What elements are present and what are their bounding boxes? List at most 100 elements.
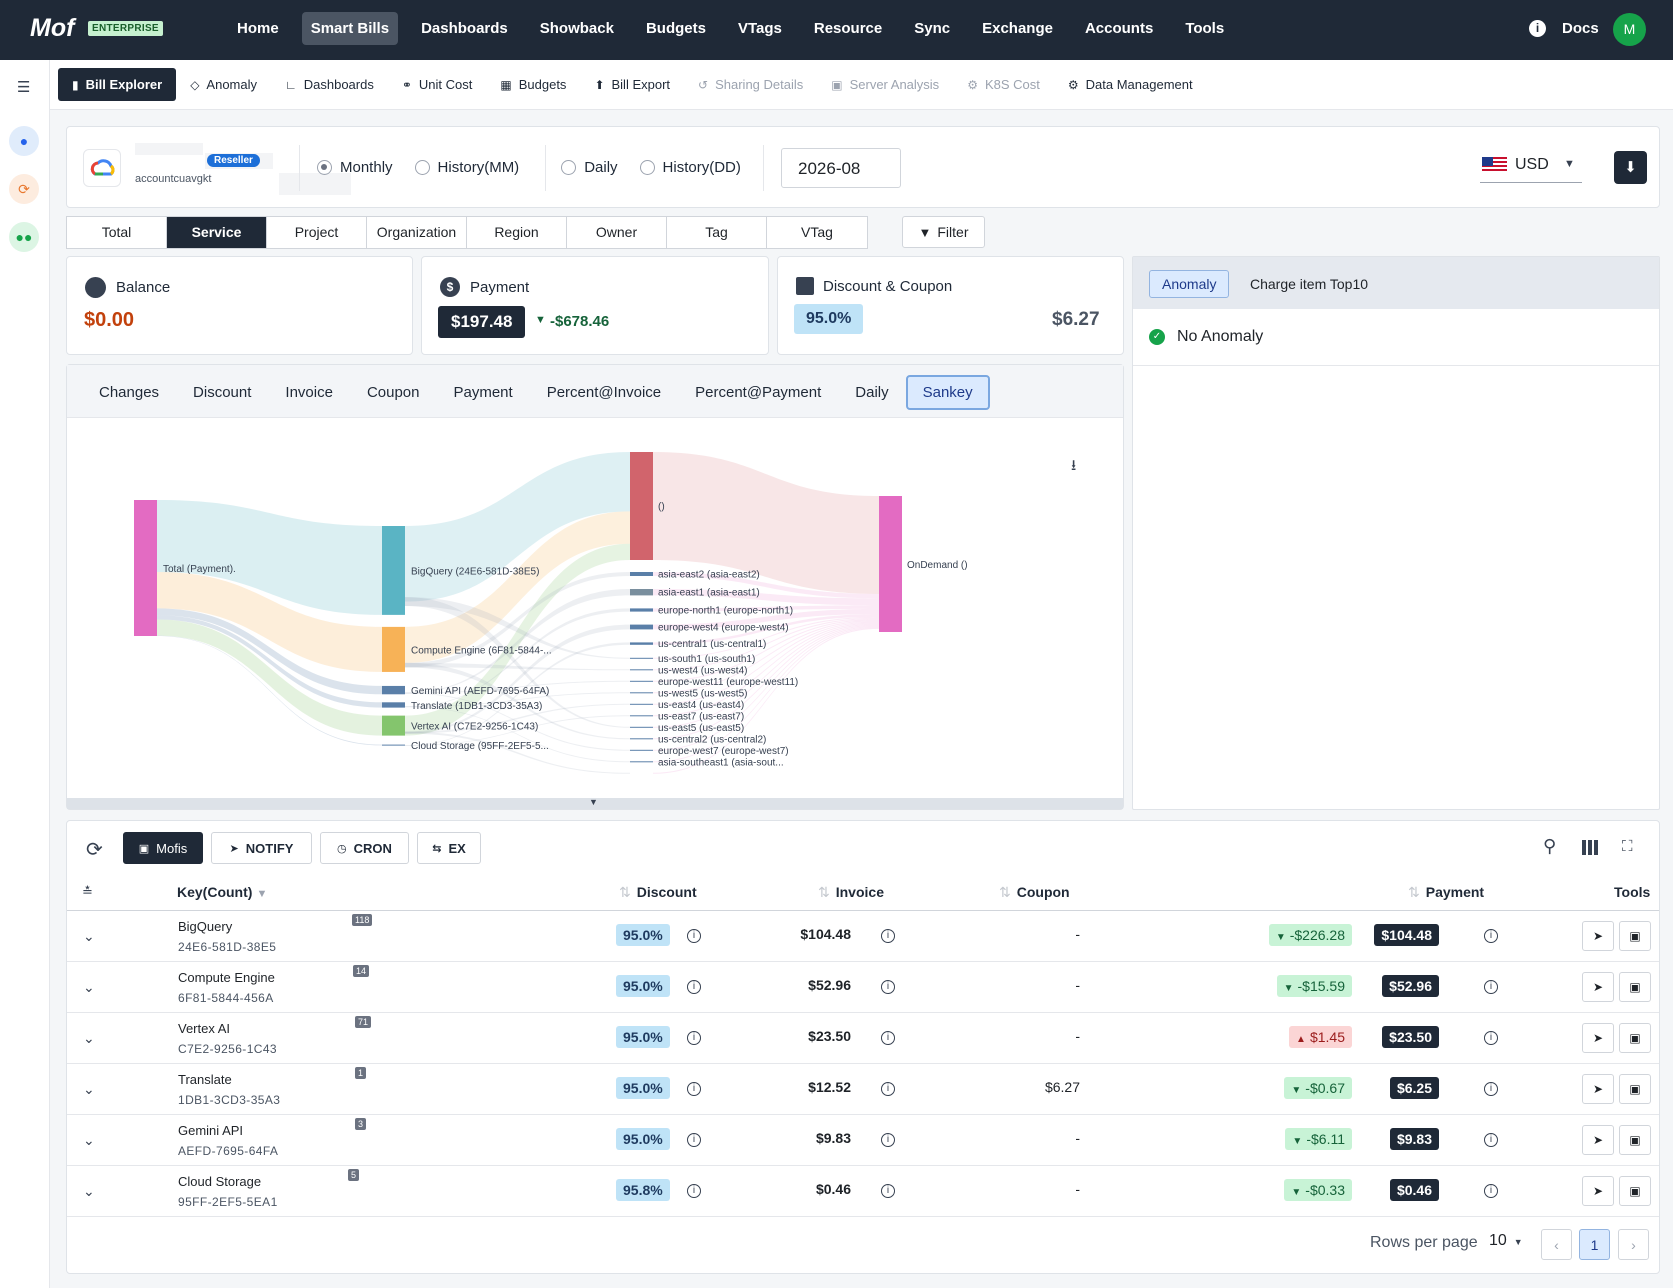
chart-tab-payment[interactable]: Payment bbox=[453, 384, 513, 401]
info-icon[interactable]: i bbox=[1484, 980, 1498, 994]
chevron-down-icon[interactable]: ⌄ bbox=[83, 979, 95, 995]
nav-smart-bills[interactable]: Smart Bills bbox=[301, 12, 399, 45]
nav-showback[interactable]: Showback bbox=[539, 20, 614, 37]
nav-vtags[interactable]: VTags bbox=[737, 20, 782, 37]
header-key[interactable]: Key(Count) ▼ bbox=[177, 884, 268, 900]
chart-tab-daily[interactable]: Daily bbox=[855, 384, 889, 401]
info-icon[interactable]: i bbox=[1484, 1184, 1498, 1198]
mofis-row-button[interactable]: ▣ bbox=[1619, 1176, 1651, 1206]
search-icon[interactable]: ⚲ bbox=[1543, 836, 1557, 856]
tab-total[interactable]: Total bbox=[67, 217, 167, 248]
table-row[interactable]: ⌄ Compute Engine 14 6F81-5844-456A 95.0% i $52… bbox=[67, 962, 1659, 1013]
notify-row-button[interactable]: ➤ bbox=[1582, 1125, 1614, 1155]
info-icon[interactable]: i bbox=[687, 1031, 701, 1045]
tab-region[interactable]: Region bbox=[467, 217, 567, 248]
month-input[interactable]: 2026-08 bbox=[781, 148, 901, 188]
chevron-down-icon[interactable]: ⌄ bbox=[83, 1132, 95, 1148]
logo[interactable]: Mof bbox=[30, 14, 75, 42]
refresh-icon[interactable]: ⟳ bbox=[86, 839, 103, 861]
nav-accounts[interactable]: Accounts bbox=[1084, 20, 1154, 37]
subnav-anomaly[interactable]: ◇ Anomaly bbox=[176, 68, 271, 101]
tab-charge-item-top10[interactable]: Charge item Top10 bbox=[1250, 276, 1369, 292]
notify-row-button[interactable]: ➤ bbox=[1582, 921, 1614, 951]
mofis-row-button[interactable]: ▣ bbox=[1619, 921, 1651, 951]
nav-home[interactable]: Home bbox=[237, 20, 279, 37]
tab-vtag[interactable]: VTag bbox=[801, 224, 833, 240]
chart-tab-discount[interactable]: Discount bbox=[193, 384, 252, 401]
info-icon[interactable]: i bbox=[687, 929, 701, 943]
mofis-button[interactable]: ▣ Mofis bbox=[123, 832, 203, 864]
subnav-bill-export[interactable]: ⬆ Bill Export bbox=[580, 68, 684, 101]
ex-button[interactable]: ⇆ EX bbox=[417, 832, 481, 864]
table-row[interactable]: ⌄ Cloud Storage 5 95FF-2EF5-5EA1 95.8% i $0.46… bbox=[67, 1166, 1659, 1217]
save-image-icon[interactable]: ⭳ bbox=[1071, 457, 1077, 474]
subnav-budgets[interactable]: ▦ Budgets bbox=[486, 68, 580, 101]
chevron-down-icon[interactable]: ⌄ bbox=[83, 1081, 95, 1097]
info-icon[interactable]: i bbox=[881, 1133, 895, 1147]
mofis-row-button[interactable]: ▣ bbox=[1619, 972, 1651, 1002]
header-discount[interactable]: ⇅ Discount bbox=[619, 884, 697, 900]
columns-icon[interactable] bbox=[1582, 840, 1600, 855]
radio-monthly[interactable]: Monthly bbox=[317, 159, 393, 176]
notify-row-button[interactable]: ➤ bbox=[1582, 972, 1614, 1002]
tab-owner[interactable]: Owner bbox=[567, 217, 667, 248]
mofis-row-button[interactable]: ▣ bbox=[1619, 1023, 1651, 1053]
notify-row-button[interactable]: ➤ bbox=[1582, 1176, 1614, 1206]
cron-button[interactable]: ◷ CRON bbox=[320, 832, 409, 864]
menu-collapse-icon[interactable]: ☰ bbox=[17, 79, 31, 96]
table-row[interactable]: ⌄ Gemini API 3 AEFD-7695-64FA 95.0% i $9.83 i - ▼… bbox=[67, 1115, 1659, 1166]
subnav-bill-explorer[interactable]: ▮ Bill Explorer bbox=[58, 68, 177, 101]
page-1-button[interactable]: 1 bbox=[1579, 1229, 1610, 1260]
info-icon[interactable]: i bbox=[1484, 1031, 1498, 1045]
chart-tab-sankey[interactable]: Sankey bbox=[905, 375, 990, 410]
notify-row-button[interactable]: ➤ bbox=[1582, 1023, 1614, 1053]
table-row[interactable]: ⌄ BigQuery 118 24E6-581D-38E5 95.0% i $104.48 i… bbox=[67, 911, 1659, 962]
radio-daily[interactable]: Daily bbox=[561, 159, 618, 176]
info-icon[interactable]: i bbox=[881, 980, 895, 994]
subnav-data-management[interactable]: ⚙ Data Management bbox=[1054, 68, 1207, 101]
user-icon[interactable]: ● bbox=[9, 126, 39, 156]
mofis-row-button[interactable]: ▣ bbox=[1619, 1125, 1651, 1155]
subnav-dashboards[interactable]: ∟ Dashboards bbox=[271, 68, 388, 101]
chart-tab-coupon[interactable]: Coupon bbox=[366, 384, 420, 401]
tab-anomaly[interactable]: Anomaly bbox=[1149, 270, 1230, 298]
info-icon[interactable]: i bbox=[881, 1082, 895, 1096]
info-icon[interactable]: i bbox=[1529, 20, 1546, 37]
info-icon[interactable]: i bbox=[687, 1133, 701, 1147]
subnav-sharing-details[interactable]: ↺ Sharing Details bbox=[684, 68, 817, 101]
info-icon[interactable]: i bbox=[687, 1082, 701, 1096]
docs-link[interactable]: Docs bbox=[1562, 20, 1599, 37]
notify-row-button[interactable]: ➤ bbox=[1582, 1074, 1614, 1104]
nav-dashboards[interactable]: Dashboards bbox=[421, 20, 508, 37]
table-row[interactable]: ⌄ Translate 1 1DB1-3CD3-35A3 95.0% i $12.52 i $6… bbox=[67, 1064, 1659, 1115]
chart-tab-percent-payment[interactable]: Percent@Payment bbox=[695, 384, 822, 401]
info-icon[interactable]: i bbox=[881, 1031, 895, 1045]
notify-button[interactable]: ➤ NOTIFY bbox=[211, 832, 312, 864]
chart-tab-invoice[interactable]: Invoice bbox=[285, 384, 333, 401]
next-page-button[interactable]: › bbox=[1618, 1229, 1649, 1260]
header-payment[interactable]: ⇅ Payment bbox=[1408, 884, 1485, 900]
users-icon[interactable]: ●● bbox=[9, 222, 39, 252]
tab-organization[interactable]: Organization bbox=[367, 217, 467, 248]
nav-sync[interactable]: Sync bbox=[914, 20, 951, 37]
radio-history-dd[interactable]: History(DD) bbox=[639, 159, 741, 176]
share-icon[interactable]: ⟳ bbox=[9, 174, 39, 204]
info-icon[interactable]: i bbox=[881, 1184, 895, 1198]
nav-tools[interactable]: Tools bbox=[1185, 20, 1225, 37]
expand-all-icon[interactable]: ≛ bbox=[82, 884, 93, 899]
fullscreen-icon[interactable]: ⛶ bbox=[1622, 838, 1633, 855]
mofis-row-button[interactable]: ▣ bbox=[1619, 1074, 1651, 1104]
nav-budgets[interactable]: Budgets bbox=[645, 20, 706, 37]
info-icon[interactable]: i bbox=[881, 929, 895, 943]
chevron-down-icon[interactable]: ⌄ bbox=[83, 928, 95, 944]
tab-service[interactable]: Service bbox=[167, 217, 267, 248]
rows-per-page-select[interactable]: 10 ▼ bbox=[1489, 1232, 1523, 1249]
table-row[interactable]: ⌄ Vertex AI 71 C7E2-9256-1C43 95.0% i $23.50 i -… bbox=[67, 1013, 1659, 1064]
radio-history-mm[interactable]: History(MM) bbox=[414, 159, 519, 176]
info-icon[interactable]: i bbox=[687, 980, 701, 994]
currency-select[interactable]: USD ▼ bbox=[1480, 147, 1582, 183]
chart-tab-changes[interactable]: Changes bbox=[99, 384, 160, 401]
header-invoice[interactable]: ⇅ Invoice bbox=[818, 884, 884, 900]
avatar[interactable]: M bbox=[1613, 13, 1646, 46]
chevron-down-icon[interactable]: ⌄ bbox=[83, 1030, 95, 1046]
